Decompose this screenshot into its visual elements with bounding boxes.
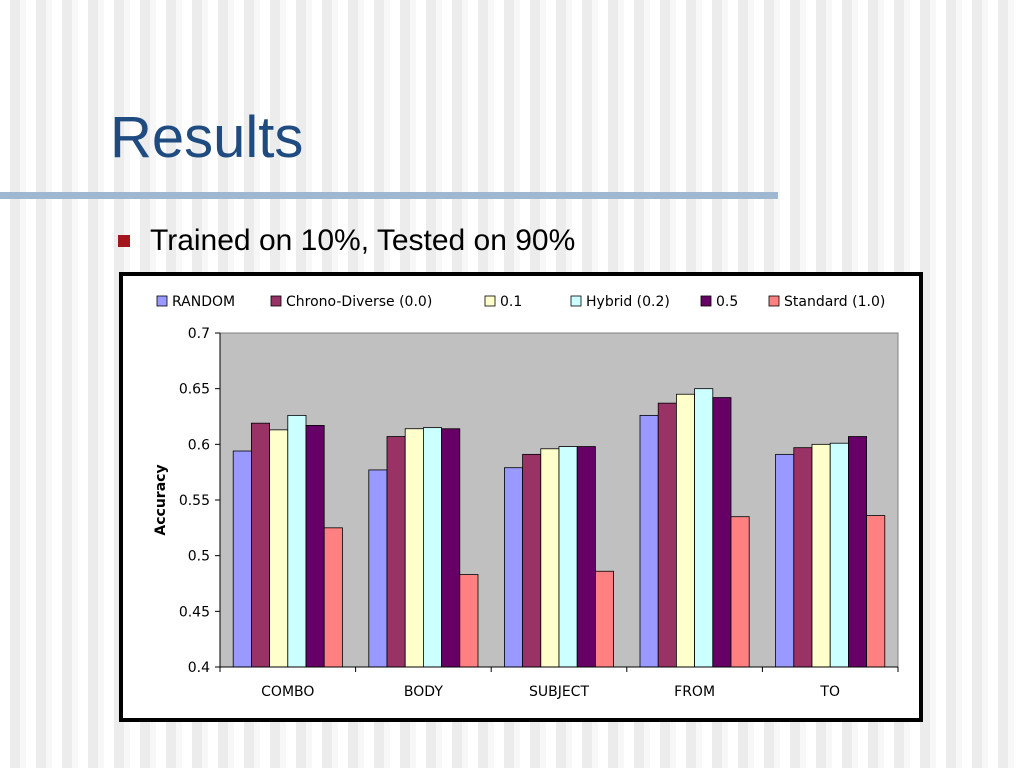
legend-label: 0.5 — [716, 294, 738, 310]
y-axis: 0.7 0.65 0.6 0.55 0.5 0.45 0.4 — [179, 326, 221, 676]
bar-0-1-subject — [540, 448, 560, 668]
x-category-label: BODY — [404, 684, 443, 700]
bar-standard-1-0-body — [459, 574, 479, 668]
bar-hybrid-0-2-subject — [558, 446, 578, 668]
legend-label: 0.1 — [500, 294, 522, 310]
bar-chrono-diverse-0-0-from — [657, 402, 677, 668]
bar-hybrid-0-2-from — [694, 388, 714, 668]
bar-standard-1-0-to — [866, 515, 886, 668]
y-tick-label: 0.6 — [188, 437, 210, 453]
bar-0-5-to — [848, 436, 868, 668]
x-category-label: SUBJECT — [529, 684, 589, 700]
bar-0-1-to — [811, 443, 831, 668]
bar-standard-1-0-subject — [594, 570, 614, 668]
bar-0-5-from — [712, 397, 732, 668]
legend-swatch — [270, 295, 282, 307]
bar-random-to — [775, 453, 795, 668]
bar-random-subject — [503, 467, 523, 668]
chart-frame: RANDOM Chrono-Diverse (0.0) 0.1 Hybrid (0.2… — [119, 272, 923, 722]
legend-swatch — [700, 295, 712, 307]
legend-label: RANDOM — [172, 294, 235, 310]
y-tick-label: 0.4 — [188, 660, 210, 676]
bar-random-combo — [232, 450, 252, 668]
bar-random-body — [368, 469, 388, 668]
x-category-label: FROM — [674, 684, 715, 700]
bar-0-1-body — [404, 428, 424, 668]
bar-hybrid-0-2-body — [422, 427, 442, 668]
bar-0-1-combo — [269, 429, 289, 668]
y-axis-title: Accuracy — [153, 464, 169, 535]
x-category-label: COMBO — [261, 684, 314, 700]
y-tick-label: 0.5 — [188, 549, 210, 565]
bar-chrono-diverse-0-0-combo — [250, 422, 270, 668]
bar-hybrid-0-2-combo — [287, 414, 307, 668]
bullet-item: Trained on 10%, Tested on 90% — [118, 224, 575, 258]
bar-chrono-diverse-0-0-subject — [522, 453, 542, 668]
bullet-text: Trained on 10%, Tested on 90% — [150, 224, 576, 257]
bar-0-5-combo — [305, 425, 325, 668]
bar-0-5-subject — [576, 446, 596, 668]
bar-0-5-body — [441, 428, 461, 668]
bar-chrono-diverse-0-0-body — [386, 436, 406, 668]
title-underline — [0, 192, 778, 199]
bar-standard-1-0-from — [730, 516, 750, 668]
x-category-label: TO — [819, 684, 840, 700]
legend-label: Hybrid (0.2) — [586, 294, 670, 310]
legend-swatch — [484, 295, 496, 307]
y-tick-label: 0.45 — [179, 604, 210, 620]
bar-standard-1-0-combo — [323, 527, 343, 668]
chart-legend: RANDOM Chrono-Diverse (0.0) 0.1 Hybrid (0.2… — [156, 294, 885, 310]
bars-group — [232, 388, 886, 668]
bar-0-1-from — [676, 393, 696, 668]
bullet-square-icon — [118, 235, 130, 247]
legend-swatch — [156, 295, 168, 307]
legend-label: Standard (1.0) — [784, 294, 885, 310]
y-tick-label: 0.55 — [179, 493, 210, 509]
legend-swatch — [768, 295, 780, 307]
y-tick-label: 0.65 — [179, 382, 210, 398]
legend-swatch — [570, 295, 582, 307]
legend-label: Chrono-Diverse (0.0) — [286, 294, 432, 310]
slide-title: Results — [110, 105, 304, 170]
bar-random-from — [639, 414, 659, 668]
bar-hybrid-0-2-to — [829, 442, 849, 668]
accuracy-bar-chart: RANDOM Chrono-Diverse (0.0) 0.1 Hybrid (0.2… — [153, 294, 899, 700]
y-tick-label: 0.7 — [188, 326, 210, 342]
bar-chrono-diverse-0-0-to — [793, 447, 813, 668]
x-axis: COMBO BODY SUBJECT FROM TO — [219, 666, 899, 700]
